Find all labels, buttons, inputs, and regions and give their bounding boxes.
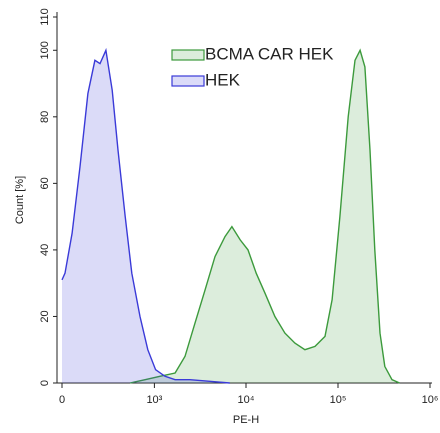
y-tick-label: 110 bbox=[39, 8, 51, 26]
series-line bbox=[129, 48, 400, 384]
y-tick-label: 60 bbox=[39, 177, 51, 189]
x-tick-label: 10⁶ bbox=[422, 394, 439, 406]
legend-label: HEK bbox=[205, 70, 241, 89]
y-tick-label: 40 bbox=[39, 244, 51, 256]
x-tick-label: 10⁴ bbox=[238, 394, 255, 406]
x-tick-label: 10⁵ bbox=[330, 394, 347, 406]
y-tick-label: 0 bbox=[39, 380, 51, 386]
series-line bbox=[61, 47, 230, 384]
y-tick-label: 80 bbox=[39, 111, 51, 123]
y-tick-label: 100 bbox=[39, 41, 51, 59]
y-axis-label: Count [%] bbox=[14, 176, 26, 224]
legend-label: BCMA CAR HEK bbox=[205, 44, 334, 63]
x-tick-label: 0 bbox=[59, 394, 65, 406]
legend-swatch bbox=[171, 75, 205, 87]
legend-swatch bbox=[171, 49, 205, 61]
x-tick-label: 10³ bbox=[146, 394, 162, 406]
y-tick-label: 20 bbox=[39, 310, 51, 322]
area-fill bbox=[130, 50, 400, 384]
x-axis-label: PE-H bbox=[233, 414, 259, 426]
area-fill bbox=[62, 50, 230, 384]
